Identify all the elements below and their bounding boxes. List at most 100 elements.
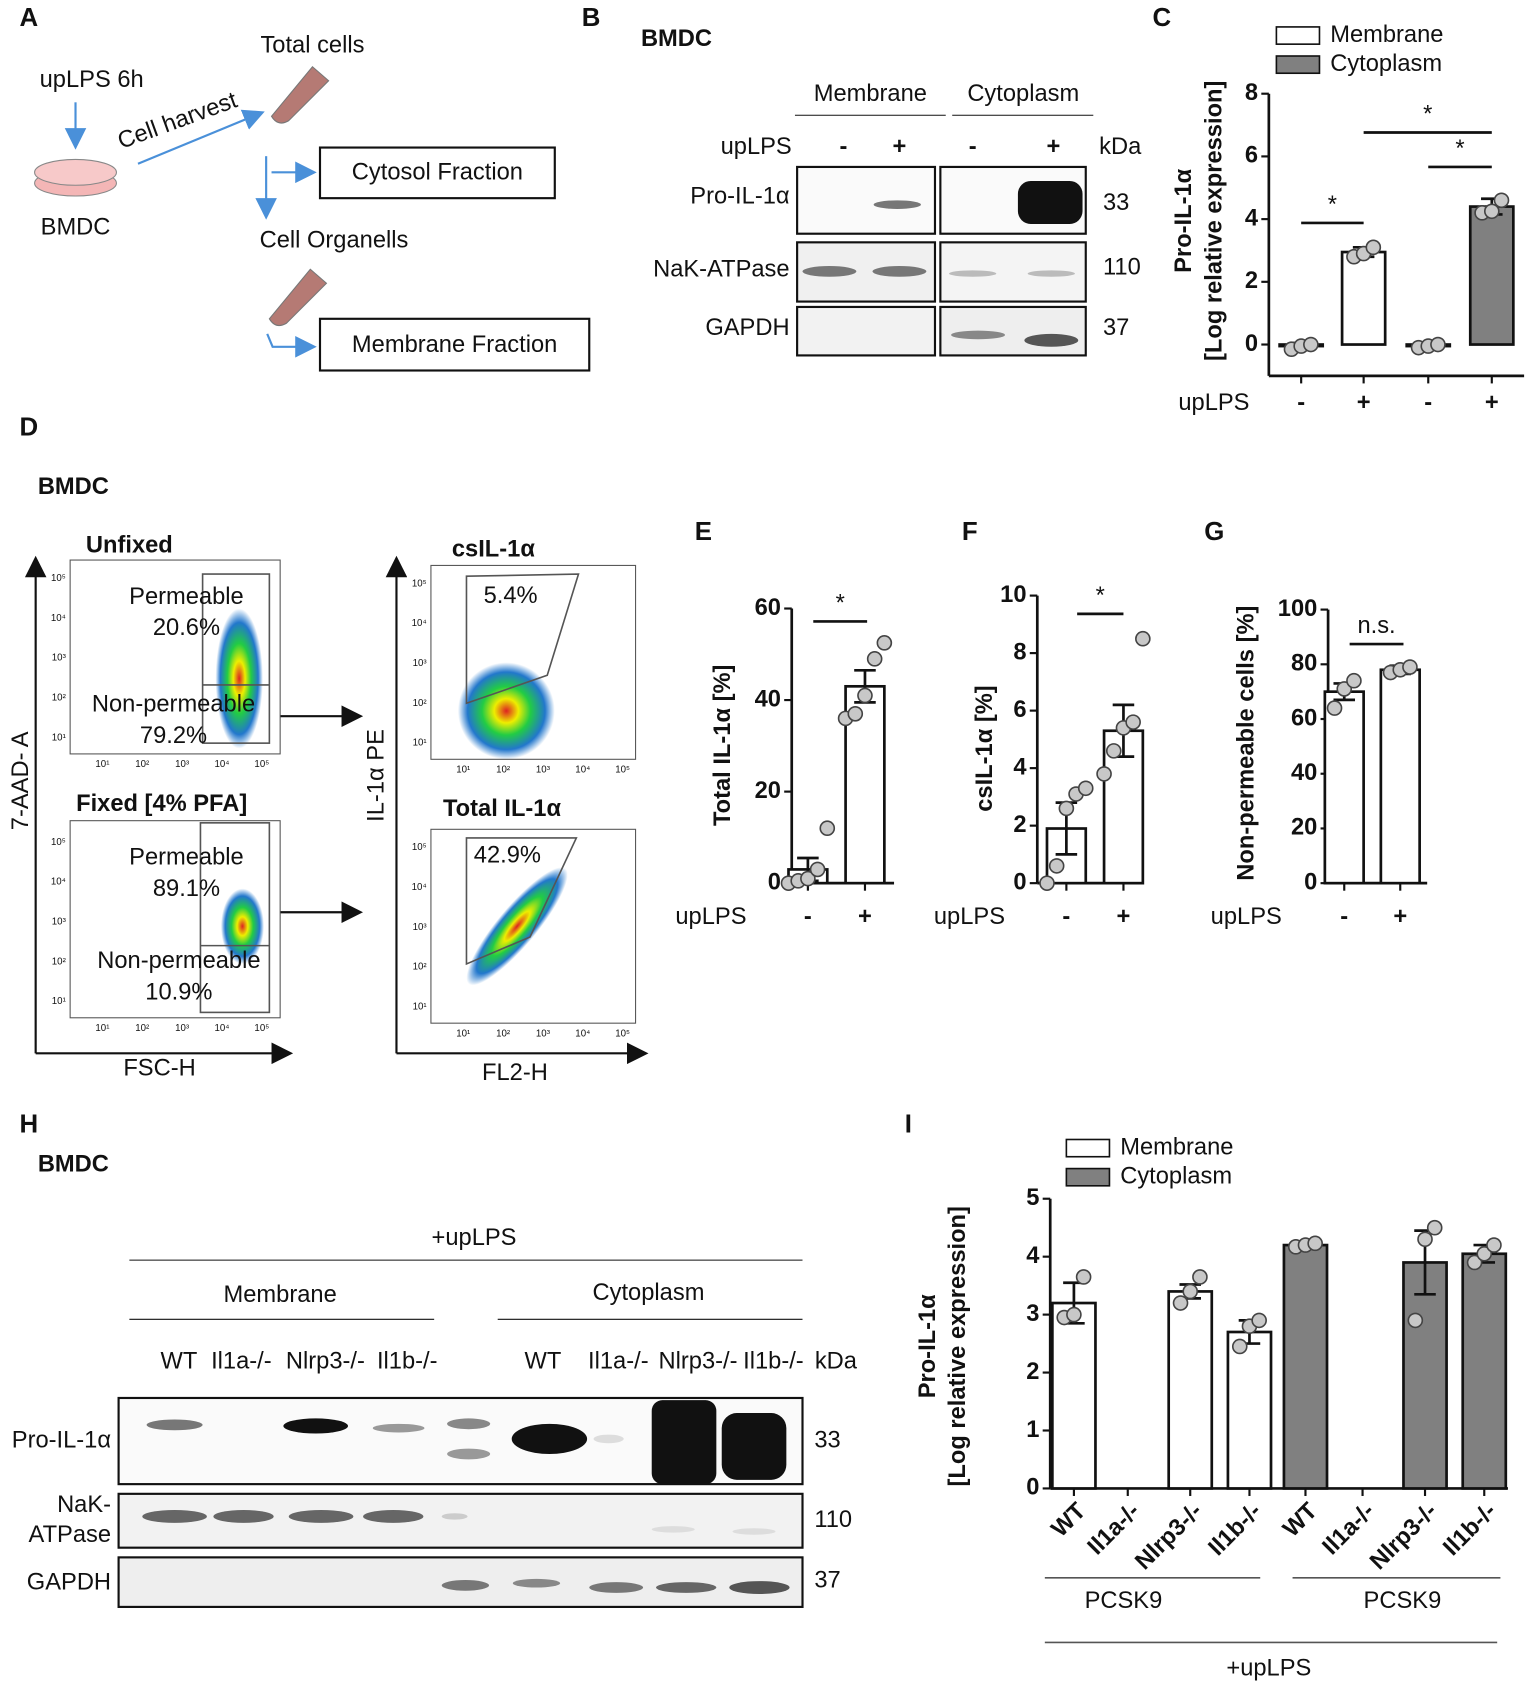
y-tick-label: 1 bbox=[1026, 1417, 1039, 1443]
panel-label: D bbox=[20, 413, 39, 441]
data-point bbox=[1048, 858, 1065, 874]
label: BMDC bbox=[41, 215, 111, 241]
label: Cell harvest bbox=[114, 87, 241, 154]
log-tick: 10⁴ bbox=[51, 877, 66, 888]
log-tick: 10² bbox=[135, 759, 150, 770]
log-tick: 10³ bbox=[52, 653, 67, 664]
data-point bbox=[1407, 1312, 1424, 1329]
data-point bbox=[1326, 700, 1343, 716]
data-point bbox=[1182, 1283, 1199, 1300]
kda-label: 33 bbox=[814, 1427, 840, 1453]
x-tick-label: + bbox=[1485, 390, 1499, 416]
row-label: Pro-IL-1α bbox=[12, 1427, 112, 1453]
significance-label: * bbox=[1096, 583, 1105, 609]
bar bbox=[1340, 250, 1387, 346]
y-tick-label: 0 bbox=[768, 869, 781, 895]
y-tick-label: 60 bbox=[1291, 705, 1317, 731]
label: Cytosol Fraction bbox=[352, 160, 523, 186]
x-tick-label: + bbox=[1357, 390, 1371, 416]
gate-label: Non-permeable bbox=[97, 948, 260, 974]
kda-label: 110 bbox=[1103, 254, 1141, 280]
data-point bbox=[1231, 1338, 1248, 1355]
x-tick-label: - bbox=[804, 904, 812, 930]
kda-label: 37 bbox=[1103, 315, 1129, 341]
data-point bbox=[1426, 1219, 1443, 1236]
significance-label: * bbox=[1423, 102, 1432, 128]
y-tick-label: 60 bbox=[755, 595, 781, 621]
log-tick: 10² bbox=[413, 698, 428, 709]
bar bbox=[1468, 205, 1515, 346]
y-axis-label: Non-permeable cells [%] bbox=[1234, 606, 1260, 881]
y-tick-label: 0 bbox=[1026, 1475, 1039, 1501]
y-axis-label: Total IL-1α [%] bbox=[710, 665, 736, 827]
y-tick-label: 4 bbox=[1245, 205, 1259, 231]
log-tick: 10⁵ bbox=[412, 842, 427, 853]
log-tick: 10¹ bbox=[456, 1029, 471, 1040]
plot-title: Unfixed bbox=[86, 532, 173, 558]
label: upLPS 6h bbox=[40, 67, 144, 93]
y-tick-label: 80 bbox=[1291, 651, 1317, 677]
y-axis-label: Pro-IL-1α bbox=[1171, 168, 1197, 272]
log-tick: 10³ bbox=[413, 922, 428, 933]
panel-label: A bbox=[20, 4, 39, 32]
row-label: GAPDH bbox=[705, 315, 789, 341]
significance-label: * bbox=[1455, 136, 1464, 162]
significance-label: n.s. bbox=[1357, 613, 1395, 639]
log-tick: 10³ bbox=[52, 916, 67, 927]
data-point bbox=[809, 861, 826, 878]
blot bbox=[117, 1396, 804, 1608]
log-tick: 10² bbox=[496, 1029, 511, 1040]
log-tick: 10² bbox=[413, 962, 428, 973]
x-axis-label: upLPS bbox=[675, 904, 746, 930]
data-point bbox=[1307, 1235, 1323, 1252]
y-tick-label: 0 bbox=[1013, 869, 1026, 895]
data-point bbox=[1039, 875, 1055, 891]
group-label: Cytoplasm bbox=[593, 1280, 705, 1306]
log-tick: 10⁴ bbox=[575, 765, 590, 776]
x-tick-label: WT bbox=[1278, 1498, 1323, 1543]
lane-label: Il1a-/- bbox=[588, 1349, 649, 1375]
log-tick: 10⁴ bbox=[51, 613, 66, 624]
y-tick-label: 40 bbox=[755, 686, 781, 712]
group-label: +upLPS bbox=[1226, 1656, 1311, 1682]
data-point bbox=[1486, 1237, 1502, 1253]
plot-title: Total IL-1α bbox=[443, 796, 562, 822]
gate-label: 42.9% bbox=[474, 842, 541, 868]
y-axis-label: [Log relative expression] bbox=[1201, 81, 1227, 361]
y-tick-label: 2 bbox=[1026, 1359, 1039, 1385]
data-point bbox=[1077, 780, 1094, 797]
y-tick-label: 4 bbox=[1026, 1243, 1040, 1269]
data-point bbox=[1096, 766, 1112, 782]
log-tick: 10² bbox=[135, 1023, 150, 1034]
log-tick: 10⁴ bbox=[575, 1029, 590, 1040]
log-tick: 10⁴ bbox=[412, 618, 427, 629]
lane-label: Nlrp3-/- bbox=[659, 1349, 738, 1375]
tubes bbox=[268, 66, 330, 327]
x-tick-label: - bbox=[1424, 390, 1432, 416]
y-tick-label: 2 bbox=[1245, 268, 1258, 294]
log-tick: 10⁵ bbox=[51, 573, 66, 584]
log-tick: 10⁴ bbox=[215, 759, 230, 770]
panel-label: F bbox=[962, 518, 978, 546]
row-label: NaK-ATPase bbox=[653, 257, 789, 283]
lane-label: Il1a-/- bbox=[211, 1349, 272, 1375]
blot bbox=[796, 165, 1087, 357]
log-tick: 10³ bbox=[175, 1023, 190, 1034]
log-tick: 10³ bbox=[175, 759, 190, 770]
data-point bbox=[1346, 672, 1362, 689]
bar bbox=[1461, 1252, 1508, 1490]
bar bbox=[1379, 668, 1421, 885]
bar bbox=[1051, 1301, 1097, 1490]
gate-label: 10.9% bbox=[145, 979, 212, 1005]
x-tick-label: + bbox=[858, 904, 872, 930]
axis-label: IL-1α PE bbox=[363, 729, 389, 822]
data-point bbox=[1483, 203, 1500, 220]
group-label: Membrane bbox=[814, 81, 927, 107]
bar bbox=[1282, 1243, 1329, 1490]
plot-title: Fixed [4% PFA] bbox=[76, 791, 247, 817]
kda-label: 33 bbox=[1103, 190, 1129, 216]
x-tick-label: Nlrp3-/- bbox=[1131, 1498, 1208, 1575]
data-point bbox=[847, 705, 864, 722]
data-point bbox=[876, 635, 893, 651]
